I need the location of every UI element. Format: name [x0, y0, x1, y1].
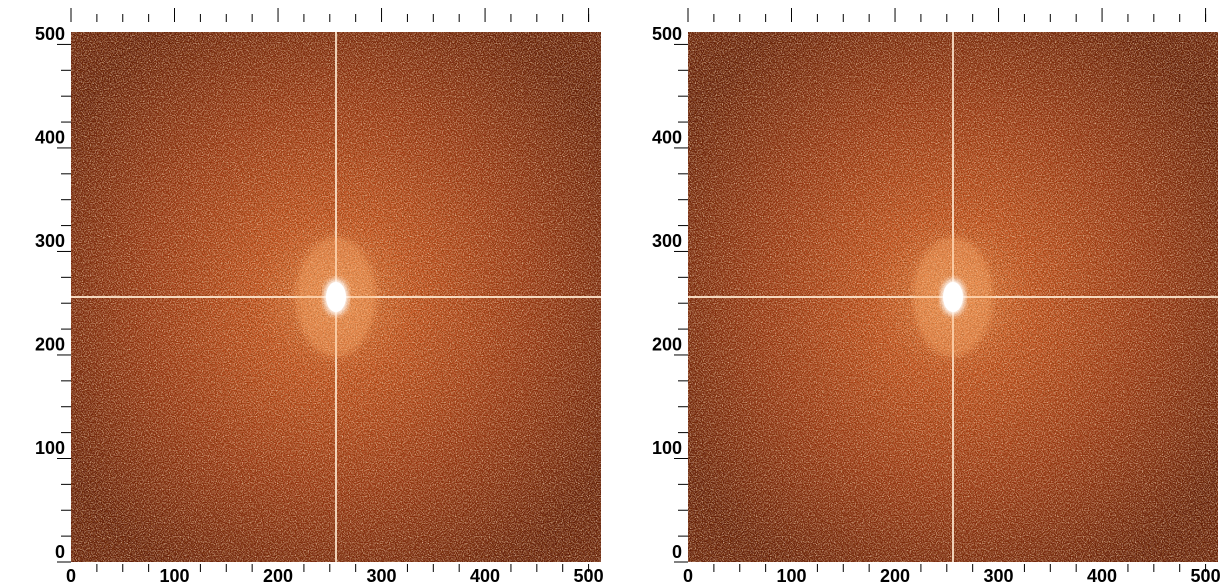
y-tick-label: 300: [652, 231, 682, 251]
x-tick-label: 100: [159, 566, 189, 586]
x-tick-label: 400: [470, 566, 500, 586]
x-tick-label: 100: [776, 566, 806, 586]
y-tick-label: 0: [55, 542, 65, 562]
image-center: [326, 282, 346, 312]
y-tick-label: 100: [35, 438, 65, 458]
x-tick-label: 0: [683, 566, 693, 586]
y-tick-label: 200: [35, 335, 65, 355]
y-tick-label: 0: [672, 542, 682, 562]
x-tick-label: 200: [263, 566, 293, 586]
y-tick-label: 200: [652, 335, 682, 355]
y-tick-label: 500: [652, 24, 682, 44]
y-tick-label: 500: [35, 24, 65, 44]
image-center: [943, 282, 963, 312]
y-tick-label: 100: [652, 438, 682, 458]
y-tick-label: 400: [35, 128, 65, 148]
x-tick-label: 300: [984, 566, 1014, 586]
x-tick-label: 500: [574, 566, 604, 586]
x-tick-label: 300: [367, 566, 397, 586]
y-tick-label: 400: [652, 128, 682, 148]
y-tick-label: 300: [35, 231, 65, 251]
x-tick-label: 0: [66, 566, 76, 586]
x-tick-label: 400: [1087, 566, 1117, 586]
x-tick-label: 500: [1191, 566, 1221, 586]
heatmap-image: [688, 32, 1218, 562]
heatmap-image: [71, 32, 601, 562]
x-tick-label: 200: [880, 566, 910, 586]
